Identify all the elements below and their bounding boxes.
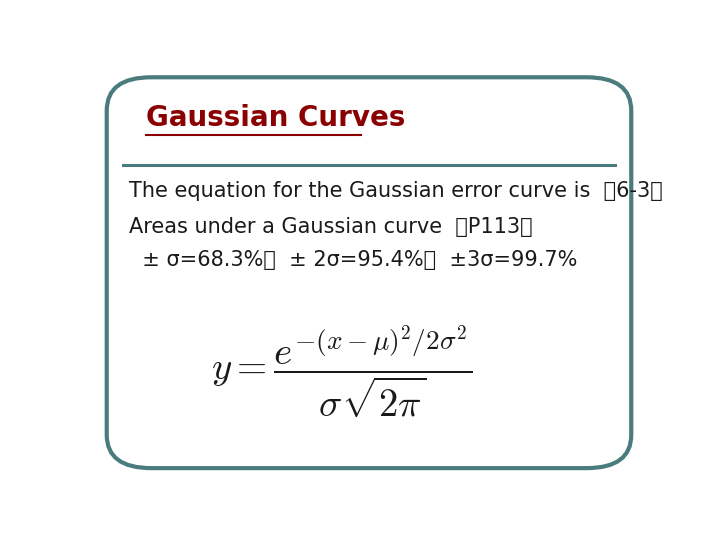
Text: Areas under a Gaussian curve  （P113）: Areas under a Gaussian curve （P113） bbox=[129, 217, 533, 237]
FancyBboxPatch shape bbox=[107, 77, 631, 468]
Text: The equation for the Gaussian error curve is  （6-3）: The equation for the Gaussian error curv… bbox=[129, 181, 663, 201]
Text: ± σ=68.3%；  ± 2σ=95.4%；  ±3σ=99.7%: ± σ=68.3%； ± 2σ=95.4%； ±3σ=99.7% bbox=[129, 250, 577, 270]
Text: Gaussian Curves: Gaussian Curves bbox=[145, 104, 405, 132]
Text: $y = \dfrac{e^{-(x-\mu)^{2}/2\sigma^{2}}}{\sigma\sqrt{2\pi}}$: $y = \dfrac{e^{-(x-\mu)^{2}/2\sigma^{2}}… bbox=[210, 323, 472, 421]
